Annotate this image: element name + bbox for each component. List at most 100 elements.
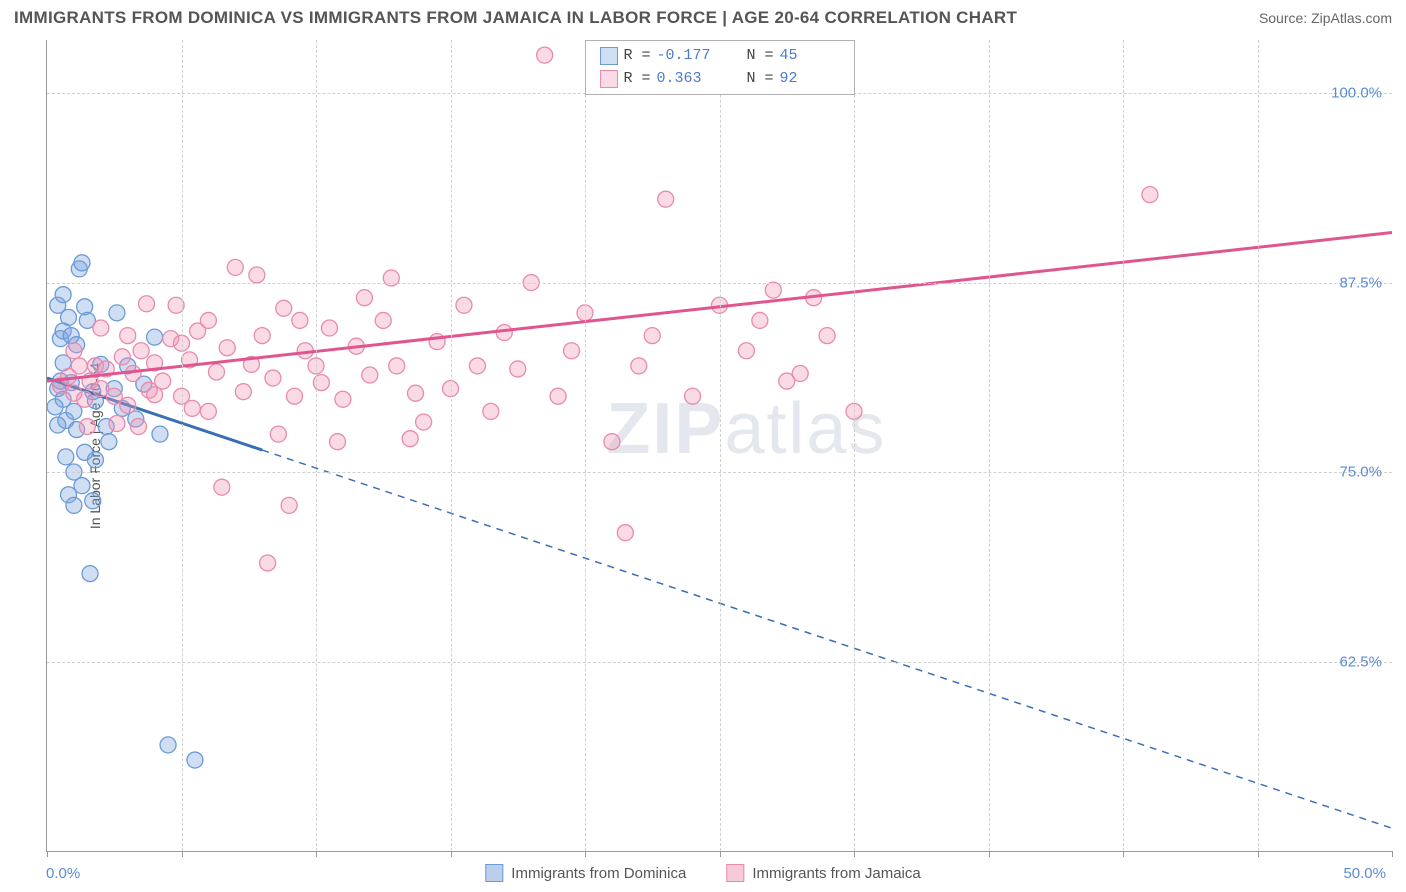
scatter-point (408, 385, 424, 401)
scatter-point (510, 361, 526, 377)
x-gridline (451, 40, 452, 851)
scatter-point (93, 320, 109, 336)
x-gridline (585, 40, 586, 851)
scatter-point (260, 555, 276, 571)
series-legend-label: Immigrants from Jamaica (752, 865, 920, 882)
chart-title: IMMIGRANTS FROM DOMINICA VS IMMIGRANTS F… (14, 8, 1017, 28)
scatter-point (152, 426, 168, 442)
x-gridline (1258, 40, 1259, 851)
correlation-legend: R = -0.177 N = 45 R = 0.363 N = 92 (584, 40, 854, 95)
scatter-point (214, 479, 230, 495)
n-value: 92 (780, 68, 840, 91)
x-gridline (989, 40, 990, 851)
scatter-point (55, 287, 71, 303)
scatter-point (383, 270, 399, 286)
y-tick-label: 75.0% (1339, 464, 1382, 481)
scatter-point (101, 434, 117, 450)
x-axis-max-label: 50.0% (1343, 865, 1386, 882)
scatter-point (265, 370, 281, 386)
scatter-point (219, 340, 235, 356)
x-tick-mark (854, 851, 855, 857)
x-axis-min-label: 0.0% (46, 865, 80, 882)
scatter-point (66, 497, 82, 513)
series-legend-item: Immigrants from Jamaica (726, 864, 920, 882)
scatter-point (402, 431, 418, 447)
scatter-point (77, 391, 93, 407)
scatter-point (276, 300, 292, 316)
legend-swatch (485, 864, 503, 882)
scatter-point (227, 259, 243, 275)
legend-swatch (599, 47, 617, 65)
series-legend-item: Immigrants from Dominica (485, 864, 686, 882)
x-tick-mark (47, 851, 48, 857)
scatter-point (187, 752, 203, 768)
scatter-point (79, 419, 95, 435)
scatter-point (147, 329, 163, 345)
scatter-point (58, 449, 74, 465)
scatter-point (819, 328, 835, 344)
r-label: R = (623, 68, 650, 91)
scatter-point (483, 403, 499, 419)
scatter-point (66, 343, 82, 359)
r-value: 0.363 (656, 68, 716, 91)
scatter-point (71, 358, 87, 374)
n-label: N = (747, 45, 774, 68)
scatter-point (254, 328, 270, 344)
x-tick-mark (1258, 851, 1259, 857)
r-label: R = (623, 45, 650, 68)
n-value: 45 (780, 45, 840, 68)
scatter-point (249, 267, 265, 283)
scatter-point (321, 320, 337, 336)
scatter-point (389, 358, 405, 374)
x-tick-mark (989, 851, 990, 857)
scatter-point (356, 290, 372, 306)
scatter-point (74, 255, 90, 271)
y-tick-label: 100.0% (1331, 85, 1382, 102)
scatter-point (184, 400, 200, 416)
scatter-point (286, 388, 302, 404)
scatter-point (109, 416, 125, 432)
scatter-point (765, 282, 781, 298)
scatter-point (77, 299, 93, 315)
legend-swatch (599, 70, 617, 88)
x-tick-mark (585, 851, 586, 857)
n-label: N = (747, 68, 774, 91)
y-tick-label: 87.5% (1339, 274, 1382, 291)
series-legend: Immigrants from Dominica Immigrants from … (485, 864, 920, 882)
scatter-point (550, 388, 566, 404)
scatter-point (235, 384, 251, 400)
scatter-point (200, 312, 216, 328)
scatter-point (416, 414, 432, 430)
scatter-point (292, 312, 308, 328)
source-label: Source: ZipAtlas.com (1259, 10, 1392, 26)
scatter-point (47, 399, 63, 415)
scatter-point (130, 419, 146, 435)
scatter-point (200, 403, 216, 419)
scatter-point (537, 47, 553, 63)
scatter-point (133, 343, 149, 359)
chart-plot-area: ZIPatlas R =-0.177 N =45R =0.363 N =92 1… (46, 40, 1392, 852)
x-gridline (854, 40, 855, 851)
scatter-point (631, 358, 647, 374)
scatter-point (120, 328, 136, 344)
scatter-point (375, 312, 391, 328)
correlation-legend-row: R = 0.363 N = 92 (599, 68, 839, 91)
scatter-point (685, 388, 701, 404)
scatter-point (281, 497, 297, 513)
scatter-point (109, 305, 125, 321)
scatter-point (658, 191, 674, 207)
r-value: -0.177 (656, 45, 716, 68)
scatter-point (139, 296, 155, 312)
scatter-point (604, 434, 620, 450)
scatter-point (160, 737, 176, 753)
scatter-point (469, 358, 485, 374)
scatter-point (114, 349, 130, 365)
scatter-point (147, 387, 163, 403)
scatter-point (120, 397, 136, 413)
scatter-point (752, 312, 768, 328)
x-gridline (1123, 40, 1124, 851)
x-gridline (720, 40, 721, 851)
scatter-point (87, 452, 103, 468)
x-gridline (182, 40, 183, 851)
x-tick-mark (451, 851, 452, 857)
